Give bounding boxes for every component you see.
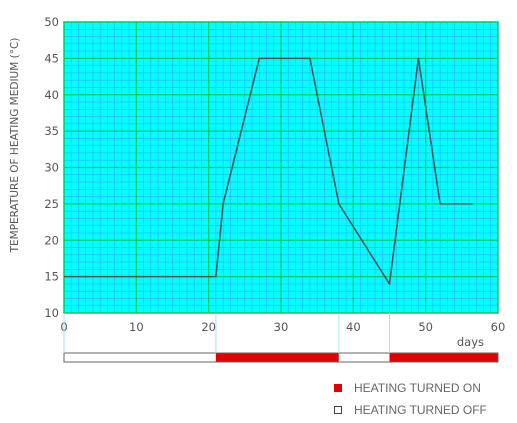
x-tick-label: 40 — [346, 320, 361, 334]
y-axis-label: TEMPERATURE OF HEATING MEDIUM (°C) — [9, 38, 21, 254]
plot-border — [63, 21, 499, 314]
y-axis-ticks: 10 15 20 25 30 35 40 45 50 — [44, 15, 59, 320]
legend-heating-on-label: HEATING TURNED ON — [354, 381, 481, 395]
heating-off-swatch — [334, 406, 342, 414]
heating-on-segment — [215, 353, 339, 362]
y-tick-label: 20 — [44, 233, 59, 247]
y-tick-label: 15 — [44, 270, 59, 284]
legend-heating-off: HEATING TURNED OFF — [334, 403, 487, 417]
y-tick-label: 40 — [44, 88, 59, 102]
y-tick-label: 45 — [44, 51, 59, 65]
x-tick-label: 30 — [274, 320, 289, 334]
x-tick-label: 20 — [201, 320, 216, 334]
x-axis-label: days — [457, 335, 484, 349]
heating-bar-outline — [63, 352, 499, 363]
y-tick-label: 10 — [44, 306, 59, 320]
y-tick-label: 25 — [44, 197, 59, 211]
x-tick-label: 10 — [129, 320, 144, 334]
y-tick-label: 30 — [44, 161, 59, 175]
heating-off-segment — [64, 353, 216, 362]
y-tick-label: 35 — [44, 124, 59, 138]
legend-heating-on: HEATING TURNED ON — [334, 381, 481, 395]
y-tick-label: 50 — [44, 15, 59, 29]
heating-timeline-bar — [63, 313, 499, 363]
x-tick-label: 60 — [491, 320, 506, 334]
legend-heating-off-label: HEATING TURNED OFF — [354, 403, 487, 417]
temperature-line — [64, 57, 473, 285]
heating-on-swatch — [334, 384, 342, 392]
x-tick-label: 50 — [418, 320, 433, 334]
heating-on-segment — [389, 353, 498, 362]
heating-off-segment — [338, 353, 390, 362]
